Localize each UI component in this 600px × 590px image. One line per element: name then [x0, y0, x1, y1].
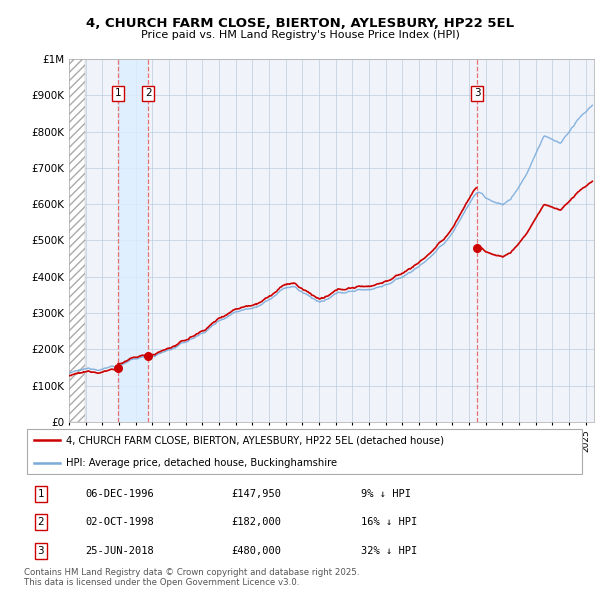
Text: 4, CHURCH FARM CLOSE, BIERTON, AYLESBURY, HP22 5EL: 4, CHURCH FARM CLOSE, BIERTON, AYLESBURY… — [86, 17, 514, 30]
Text: Price paid vs. HM Land Registry's House Price Index (HPI): Price paid vs. HM Land Registry's House … — [140, 30, 460, 40]
Text: 3: 3 — [473, 88, 481, 99]
FancyBboxPatch shape — [27, 429, 582, 474]
Text: Contains HM Land Registry data © Crown copyright and database right 2025.
This d: Contains HM Land Registry data © Crown c… — [24, 568, 359, 587]
Text: 4, CHURCH FARM CLOSE, BIERTON, AYLESBURY, HP22 5EL (detached house): 4, CHURCH FARM CLOSE, BIERTON, AYLESBURY… — [66, 435, 444, 445]
Text: £480,000: £480,000 — [232, 546, 281, 556]
Text: 1: 1 — [115, 88, 121, 99]
Text: 06-DEC-1996: 06-DEC-1996 — [86, 489, 154, 499]
Text: 9% ↓ HPI: 9% ↓ HPI — [361, 489, 410, 499]
Text: 2: 2 — [38, 517, 44, 527]
Text: 16% ↓ HPI: 16% ↓ HPI — [361, 517, 417, 527]
Text: £147,950: £147,950 — [232, 489, 281, 499]
Text: 2: 2 — [145, 88, 151, 99]
Text: 3: 3 — [38, 546, 44, 556]
Text: 1: 1 — [38, 489, 44, 499]
Text: £182,000: £182,000 — [232, 517, 281, 527]
Text: 32% ↓ HPI: 32% ↓ HPI — [361, 546, 417, 556]
Text: 25-JUN-2018: 25-JUN-2018 — [86, 546, 154, 556]
Text: 02-OCT-1998: 02-OCT-1998 — [86, 517, 154, 527]
Bar — [69, 59, 85, 422]
Text: HPI: Average price, detached house, Buckinghamshire: HPI: Average price, detached house, Buck… — [66, 458, 337, 468]
Bar — [118, 59, 148, 422]
